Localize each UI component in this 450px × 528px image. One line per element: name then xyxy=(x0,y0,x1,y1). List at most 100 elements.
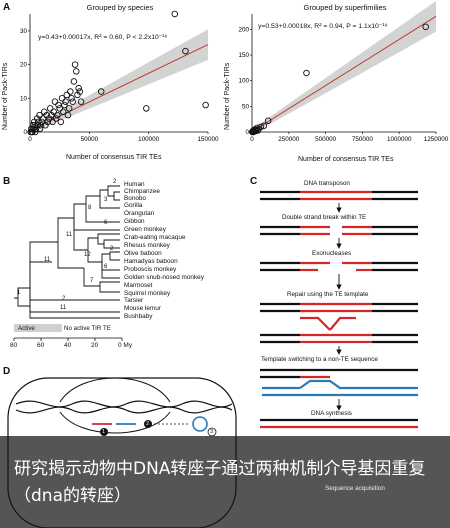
chart2-x-tick-label: 500000 xyxy=(315,136,337,143)
species-label: Olive baboon xyxy=(124,250,162,257)
time-tick: 40 xyxy=(64,342,72,349)
caption-banner: 研究揭示动物中DNA转座子通过两种机制介导基因重复（dna的转座） xyxy=(0,436,450,528)
chart1-point xyxy=(70,78,78,85)
species-label: Crab-eating macaque xyxy=(124,234,186,241)
chart2-y-tick-label: 200 xyxy=(238,26,249,33)
species-label: Gorilla xyxy=(124,202,143,209)
chart2-x-tick-label: 0 xyxy=(250,136,254,143)
species-label: Tarsier xyxy=(124,297,144,304)
chart2-x-tick-label: 1250000 xyxy=(424,136,449,143)
chart1-point xyxy=(62,98,69,105)
step-label: Double strand break within TE xyxy=(281,214,368,221)
chart1-point xyxy=(30,125,37,132)
chart2-x-tick-label: 750000 xyxy=(352,136,374,143)
chart1-point xyxy=(65,105,73,112)
species-label: Proboscis monkey xyxy=(124,266,177,273)
marker-3: 3 xyxy=(210,429,214,435)
node-count: 1 xyxy=(17,290,21,296)
chart1-point xyxy=(75,84,82,92)
legend-inactive: No active TIR TE xyxy=(64,325,111,332)
chart1-title: Grouped by species xyxy=(86,3,154,12)
chart1-equation: y=0.43+0.00017x, R² = 0.60, P < 2.2x10⁻¹… xyxy=(38,34,168,41)
chart1-y-tick-label: 20 xyxy=(20,62,28,69)
node-count: 11 xyxy=(66,232,73,238)
species-label: Hamadyas baboon xyxy=(124,258,178,265)
chart2-y-tick-label: 150 xyxy=(238,52,249,59)
species-label: Chimpanzee xyxy=(124,188,160,195)
chart2-point xyxy=(255,125,262,133)
chart1-x-tick-label: 100000 xyxy=(138,136,160,143)
chart1-point xyxy=(73,68,80,75)
chart1-point xyxy=(44,118,52,126)
chart1-point xyxy=(63,91,71,99)
chart1-point xyxy=(36,125,44,132)
chart1-point xyxy=(50,108,57,116)
chart2-point xyxy=(264,117,272,124)
node-count: 7 xyxy=(90,278,94,284)
species-label: Bushbaby xyxy=(124,313,153,320)
chart2-x-tick-label: 250000 xyxy=(278,136,300,143)
chart1-point xyxy=(61,101,68,109)
step-label: Sequence acquisition xyxy=(325,485,385,492)
chart1-point xyxy=(51,98,59,105)
chart1-point xyxy=(56,105,63,112)
species-label: Human xyxy=(124,181,145,188)
node-count: 2 xyxy=(113,179,117,185)
chart1-y-tick-label: 10 xyxy=(20,95,28,102)
step-label: Exonucleases xyxy=(311,250,353,257)
time-tick: 0 My xyxy=(118,342,133,349)
species-label: Rhesus monkey xyxy=(124,242,170,249)
chart1-point xyxy=(49,118,56,126)
chart1-point xyxy=(54,111,61,119)
chart1-point xyxy=(143,105,150,112)
chart2-x-tick-label: 1000000 xyxy=(387,136,412,143)
node-count: 6 xyxy=(104,264,108,270)
chart2-y-tick-label: 0 xyxy=(245,129,249,136)
node-count: 6 xyxy=(104,220,108,226)
chart1-point xyxy=(57,118,65,126)
chart2-equation: y=0.53+0.00018x, R² = 0.94, P = 1.1x10⁻¹… xyxy=(258,23,388,30)
chart1-x-tick-label: 150000 xyxy=(197,136,219,143)
chart1-confidence-band xyxy=(30,29,208,133)
node-count: 2 xyxy=(62,296,66,302)
chart1-point xyxy=(58,95,66,102)
chart1-point xyxy=(68,95,75,102)
chart2-title: Grouped by superfimilies xyxy=(303,3,387,12)
node-count: 2 xyxy=(110,246,114,252)
node-count: 12 xyxy=(84,252,91,258)
species-label: Golden snub-nosed monkey xyxy=(124,274,204,281)
node-count: 11 xyxy=(60,305,67,311)
chart1-point xyxy=(71,61,79,68)
species-label: Green monkey xyxy=(124,226,166,233)
chart1-point xyxy=(28,125,35,132)
chart1-x-tick-label: 50000 xyxy=(81,136,99,143)
panel-label-a: A xyxy=(3,2,11,13)
species-label: Gibbon xyxy=(124,218,145,225)
chart1-point xyxy=(69,98,76,105)
chart2-xlabel: Number of consensus TIR TEs xyxy=(298,156,394,163)
chart1-point xyxy=(32,128,39,136)
chart1-point xyxy=(32,125,40,132)
chart1-y-tick-label: 0 xyxy=(23,129,27,136)
step-label: DNA transposon xyxy=(303,180,351,187)
chart2-point xyxy=(257,123,265,131)
time-tick: 60 xyxy=(37,342,45,349)
chart2-point xyxy=(260,122,268,130)
chart1-x-tick-label: 0 xyxy=(28,136,32,143)
chart1-xlabel: Number of consensus TIR TEs xyxy=(66,154,162,161)
marker-1: 1 xyxy=(102,429,106,435)
chart1-point xyxy=(36,111,43,119)
marker-2: 2 xyxy=(146,421,150,427)
step-label: Repair using the TE template xyxy=(286,291,370,298)
species-label: Orangutan xyxy=(124,210,155,217)
chart2-point xyxy=(303,69,310,77)
species-label: Marmoset xyxy=(124,282,153,289)
time-tick: 80 xyxy=(10,342,18,349)
species-label: Mouse lemur xyxy=(124,305,161,312)
chart1-point xyxy=(202,101,209,109)
chart1-point xyxy=(97,88,105,95)
